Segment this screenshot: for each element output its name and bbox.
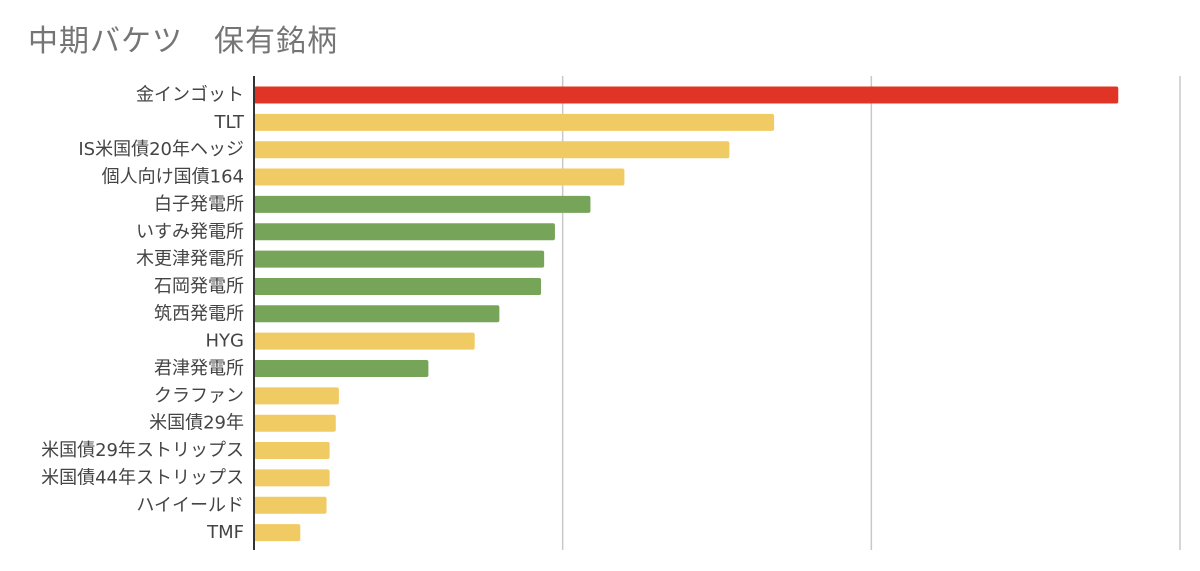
bar (254, 360, 429, 377)
category-label: 石岡発電所 (154, 276, 244, 297)
category-label: クラファン (154, 385, 244, 406)
bar (254, 305, 500, 323)
category-label: HYG (206, 331, 244, 352)
bar (254, 277, 542, 295)
bar (254, 414, 336, 432)
bar (254, 387, 339, 405)
category-label: 白子発電所 (154, 194, 244, 215)
bar (254, 250, 545, 268)
bar (254, 86, 1119, 104)
bar (254, 195, 591, 213)
category-label: TMF (206, 522, 244, 543)
bar (254, 223, 555, 241)
category-label: 君津発電所 (154, 358, 244, 379)
chart-title: 中期バケツ 保有銘柄 (28, 24, 338, 59)
category-label: 木更津発電所 (136, 249, 244, 270)
category-label: 米国債29年 (149, 413, 244, 434)
category-label: IS米国債20年ヘッジ (78, 139, 244, 160)
bars (254, 86, 1119, 542)
bar (254, 141, 730, 159)
bar (254, 524, 301, 542)
category-label: 個人向け国債164 (102, 167, 244, 188)
bar (254, 442, 330, 460)
bar (254, 469, 330, 487)
category-label: 筑西発電所 (154, 303, 244, 324)
category-label: 米国債29年ストリップス (41, 440, 244, 461)
category-label: ハイイールド (136, 495, 244, 516)
bar (254, 168, 625, 186)
category-label: いすみ発電所 (136, 221, 244, 242)
bar (254, 496, 327, 514)
category-label: TLT (213, 112, 245, 133)
bar (254, 332, 475, 350)
category-label: 金インゴット (136, 85, 244, 106)
bar (254, 113, 775, 131)
category-label: 米国債44年ストリップス (41, 467, 244, 488)
